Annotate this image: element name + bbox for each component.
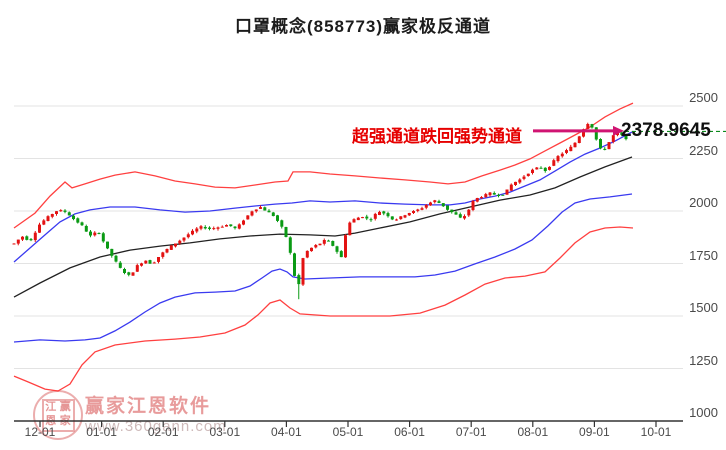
y-axis-label: 1000 (689, 405, 718, 420)
x-axis-label: 09-01 (579, 425, 610, 439)
x-axis-label: 12-01 (24, 425, 56, 439)
channel-line-middle-black (13, 156, 633, 298)
annotation-text: 超强通道跌回强势通道 (352, 127, 522, 146)
x-axis-label: 06-01 (394, 425, 425, 439)
y-axis-label: 1500 (689, 300, 718, 315)
watermark-url-text: www.360gann.com (85, 418, 227, 435)
x-axis-label: 04-01 (271, 425, 302, 439)
y-axis-label: 1250 (689, 352, 718, 368)
channel-line-lower-blue (13, 193, 633, 343)
annotation-arrow-icon (613, 125, 624, 136)
x-axis-label: 10-01 (640, 425, 672, 439)
y-axis-label: 2500 (689, 90, 718, 105)
channel-line-lower-red (13, 226, 634, 392)
x-axis-label: 02-01 (147, 425, 179, 439)
x-axis-label: 01-01 (86, 425, 117, 439)
chart-title: 口罩概念(858773)赢家极反通道 (234, 17, 492, 36)
x-axis-label: 05-01 (332, 425, 364, 439)
y-axis-label: 1750 (689, 247, 718, 263)
x-axis-label: 08-01 (517, 425, 549, 439)
y-axis-label: 2000 (689, 195, 718, 210)
y-axis-label: 2250 (689, 142, 718, 158)
channel-line-upper-blue (13, 131, 633, 263)
seal-char: 赢 (59, 400, 71, 413)
seal-char: 江 (45, 400, 57, 413)
watermark-brand-text: 赢家江恩软件 (85, 396, 212, 417)
x-axis-label: 03-01 (209, 425, 241, 439)
channel-line-upper-red (13, 102, 634, 229)
candles-layer (12, 122, 628, 300)
x-axis-label: 07-01 (455, 425, 487, 439)
target-price-label: 2378.9645 (621, 120, 711, 141)
